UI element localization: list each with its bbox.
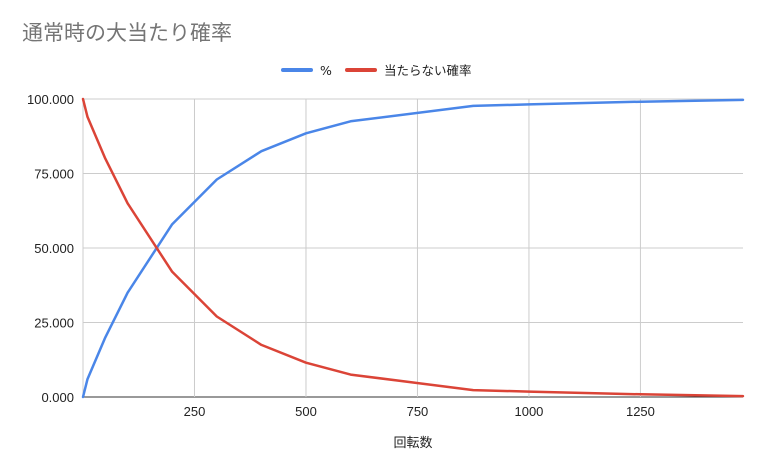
x-tick-label: 500	[295, 404, 317, 419]
legend: % 当たらない確率	[281, 63, 472, 78]
y-tick-label: 75.000	[34, 167, 74, 182]
y-tick-label: 100.000	[27, 92, 74, 107]
x-tick-label: 1250	[626, 404, 655, 419]
chart-title: 通常時の大当たり確率	[22, 21, 232, 45]
gridlines	[82, 98, 743, 398]
series-line-miss	[81, 97, 745, 398]
y-axis-ticks: 0.000 25.000 50.000 75.000 100.000	[27, 92, 74, 405]
x-axis-title: 回転数	[393, 436, 432, 451]
x-axis-ticks: 250 500 750 1000 1250	[184, 404, 655, 419]
x-tick-label: 250	[184, 404, 206, 419]
series-lines	[81, 97, 745, 399]
y-tick-label: 50.000	[34, 241, 74, 256]
x-tick-label: 750	[407, 404, 429, 419]
legend-label-miss: 当たらない確率	[384, 63, 472, 78]
y-tick-label: 0.000	[41, 390, 74, 405]
legend-item-miss[interactable]: 当たらない確率	[345, 63, 472, 78]
y-tick-label: 25.000	[34, 316, 74, 331]
x-tick-label: 1000	[514, 404, 543, 419]
series-line-percent	[81, 98, 745, 399]
legend-label-percent: %	[320, 63, 332, 78]
legend-item-percent[interactable]: %	[281, 63, 332, 78]
